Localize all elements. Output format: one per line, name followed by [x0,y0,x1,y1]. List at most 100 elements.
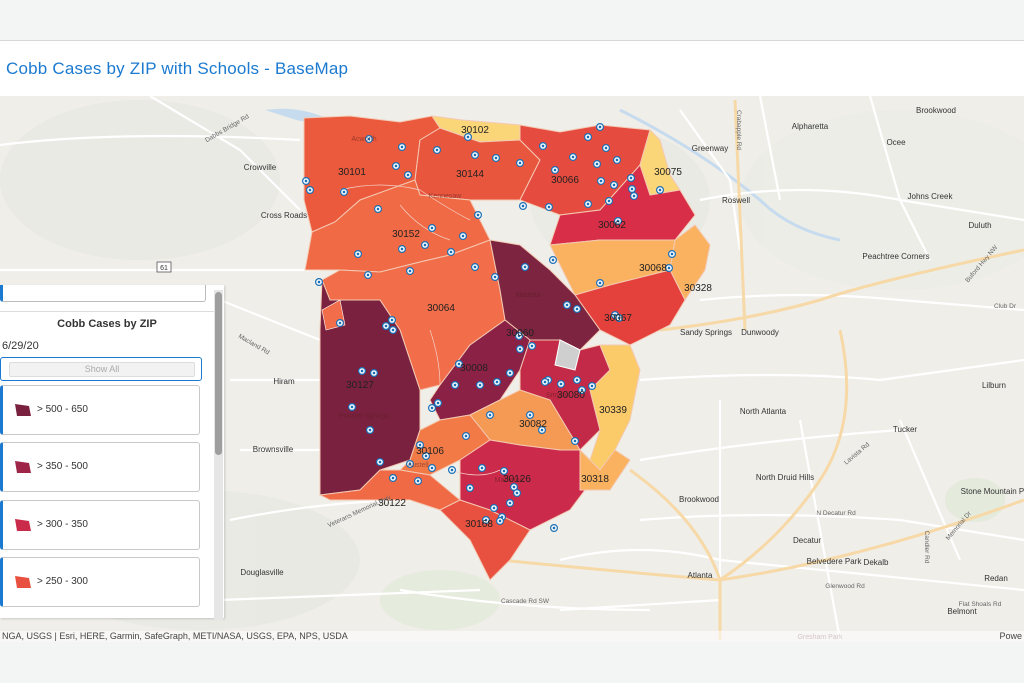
school-icon[interactable] [471,263,480,272]
school-icon[interactable] [613,217,622,226]
school-icon[interactable] [570,437,579,446]
school-icon[interactable] [466,484,475,493]
school-icon[interactable] [447,248,456,257]
school-icon[interactable] [572,376,581,385]
school-icon[interactable] [464,133,473,142]
zip-30144-area[interactable] [414,127,541,201]
school-icon[interactable] [471,151,480,160]
school-icon[interactable] [421,241,430,250]
school-icon[interactable] [515,345,524,354]
school-icon[interactable] [482,515,491,524]
school-icon[interactable] [476,381,485,390]
school-icon[interactable] [548,256,557,265]
school-icon[interactable] [474,211,483,220]
powered-by[interactable]: Powe [999,631,1022,641]
school-icon[interactable] [604,197,613,206]
school-icon[interactable] [506,499,515,508]
school-icon[interactable] [478,464,487,473]
school-icon[interactable] [428,404,437,413]
school-icon[interactable] [493,378,502,387]
school-icon[interactable] [601,144,610,153]
school-icon[interactable] [422,452,431,461]
school-icon[interactable] [389,326,398,335]
basemap[interactable]: 30102 30101 30144 30066 30075 30062 30152 30068… [0,96,1024,642]
school-icon[interactable] [406,267,415,276]
school-icon[interactable] [515,159,524,168]
school-icon[interactable] [455,360,464,369]
school-icon[interactable] [486,411,495,420]
legend-scrollbar[interactable] [214,290,223,620]
school-icon[interactable] [448,466,457,475]
legend-class-3[interactable]: > 300 - 350 [0,500,200,550]
legend-class-4[interactable]: > 250 - 300 [0,557,200,607]
school-icon[interactable] [614,314,623,323]
school-icon[interactable] [583,133,592,142]
school-icon[interactable] [572,305,581,314]
school-icon[interactable] [451,381,460,390]
school-icon[interactable] [366,426,375,435]
school-icon[interactable] [392,162,401,171]
school-icon[interactable] [491,273,500,282]
school-icon[interactable] [655,186,664,195]
school-icon[interactable] [364,271,373,280]
school-icon[interactable] [626,174,635,183]
school-icon[interactable] [433,146,442,155]
school-icon[interactable] [583,200,592,209]
school-icon[interactable] [550,166,559,175]
school-icon[interactable] [537,426,546,435]
school-icon[interactable] [592,160,601,169]
school-icon[interactable] [538,142,547,151]
zip-polygons[interactable] [303,115,711,581]
scrollbar-thumb[interactable] [215,292,222,455]
school-icon[interactable] [459,232,468,241]
school-icon[interactable] [404,171,413,180]
school-icon[interactable] [398,143,407,152]
school-icon[interactable] [492,154,501,163]
school-icon[interactable] [416,441,425,450]
school-icon[interactable] [490,504,499,513]
zip-30168-area[interactable] [439,499,531,581]
legend-class-2[interactable]: > 350 - 500 [0,442,200,492]
school-icon[interactable] [315,278,324,287]
school-icon[interactable] [525,411,534,420]
school-icon[interactable] [406,460,415,469]
school-icon[interactable] [428,224,437,233]
school-icon[interactable] [365,135,374,144]
school-icon[interactable] [462,432,471,441]
show-all-button[interactable]: Show All [0,357,202,381]
zip-30067-area[interactable] [574,269,686,346]
school-icon[interactable] [667,250,676,259]
school-icon[interactable] [568,153,577,162]
school-icon[interactable] [544,203,553,212]
school-icon[interactable] [506,369,515,378]
school-icon[interactable] [374,205,383,214]
school-icon[interactable] [518,202,527,211]
school-icon[interactable] [587,382,596,391]
school-icon[interactable] [370,369,379,378]
school-icon[interactable] [428,464,437,473]
school-icon[interactable] [609,181,618,190]
school-icon[interactable] [612,156,621,165]
school-icon[interactable] [520,263,529,272]
school-icon[interactable] [398,245,407,254]
school-icon[interactable] [562,301,571,310]
school-icon[interactable] [389,474,398,483]
legend-class-1[interactable]: > 500 - 650 [0,385,200,435]
school-icon[interactable] [358,367,367,376]
school-icon[interactable] [664,264,673,273]
school-icon[interactable] [348,403,357,412]
school-icon[interactable] [595,279,604,288]
school-icon[interactable] [336,319,345,328]
school-icon[interactable] [354,250,363,259]
school-icon[interactable] [514,332,523,341]
school-icon[interactable] [540,378,549,387]
school-icon[interactable] [306,186,315,195]
school-icon[interactable] [629,192,638,201]
school-markers[interactable] [302,122,676,532]
school-icon[interactable] [414,477,423,486]
school-icon[interactable] [302,177,311,186]
school-icon[interactable] [549,523,558,532]
school-icon[interactable] [340,188,349,197]
school-icon[interactable] [376,458,385,467]
school-icon[interactable] [512,489,521,498]
